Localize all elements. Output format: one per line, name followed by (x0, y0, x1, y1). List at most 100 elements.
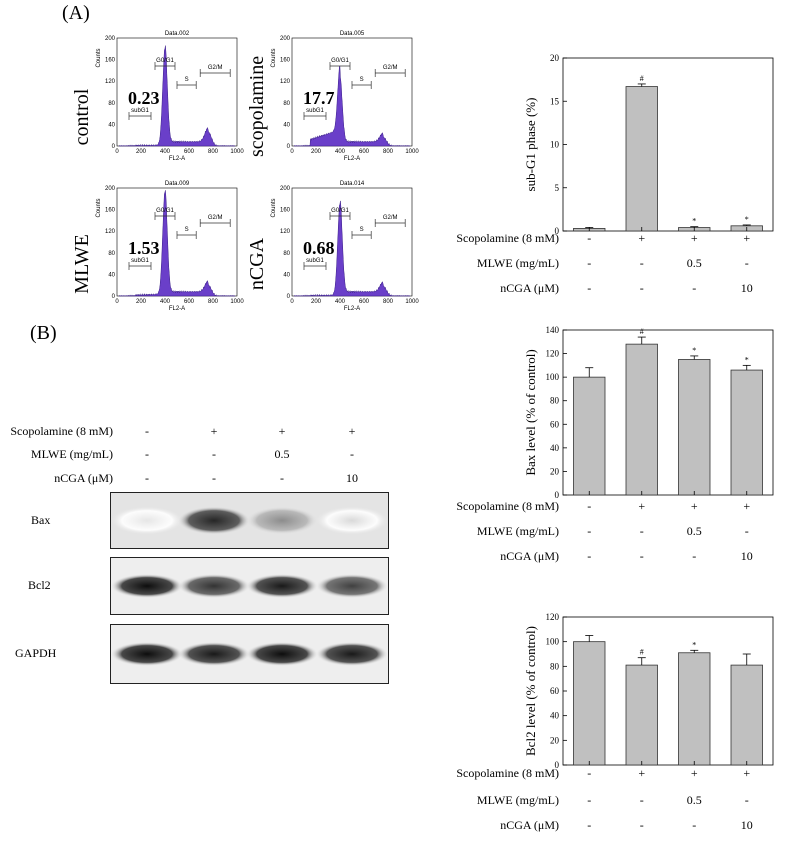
histogram-ylabel: Counts (96, 48, 102, 67)
bar (625, 86, 658, 232)
blot-band (111, 574, 183, 598)
histogram-ylabel: Counts (271, 48, 277, 67)
condition-name: Scopolamine (8 mM) (456, 766, 559, 780)
subg1-value: 0.23 (128, 88, 160, 108)
histogram-xtick: 600 (184, 299, 195, 305)
histogram-ytick: 120 (280, 79, 291, 85)
g0g1-gate-label: G0/G1 (156, 58, 174, 64)
y-tick-label: 40 (550, 711, 560, 721)
condition-sign: - (745, 524, 749, 538)
y-tick-label: 120 (546, 349, 560, 359)
condition-sign: 0.5 (687, 524, 702, 538)
bar-chart-3: 0 20 40 60 80 100 120 Bcl2 level (% of control)… (456, 612, 774, 832)
histogram-ytick: 160 (105, 208, 116, 214)
histogram-xtick: 0 (115, 299, 119, 305)
histogram-xtick: 1000 (230, 299, 244, 305)
histogram-distribution (118, 45, 236, 147)
condition-sign: - (587, 281, 591, 295)
blot-condition-sign: - (212, 447, 216, 461)
condition-name: nCGA (μM) (500, 549, 559, 563)
blot-band (316, 574, 388, 598)
condition-sign: + (691, 766, 698, 780)
condition-sign: - (587, 499, 591, 513)
significance-mark: * (745, 355, 749, 364)
y-tick-label: 20 (550, 53, 560, 63)
bar-chart-1: 0 5 10 15 20 sub-G1 phase (%) # * * Scopolamine (… (456, 53, 774, 295)
condition-sign: - (587, 524, 591, 538)
y-tick-label: 20 (550, 735, 560, 745)
blot-label: Bax (31, 512, 51, 527)
condition-sign: + (743, 499, 750, 513)
bar (730, 664, 763, 766)
histogram-ytick: 40 (108, 272, 115, 278)
blot-condition-name: Scopolamine (8 mM) (10, 424, 113, 438)
histogram-ytick: 40 (108, 122, 115, 128)
y-tick-label: 100 (546, 637, 560, 647)
blot-band (178, 574, 250, 598)
s-gate-label: S (185, 77, 189, 83)
histogram-ytick: 0 (287, 144, 291, 150)
histogram-xtick: 400 (335, 149, 346, 155)
significance-mark: # (640, 327, 644, 336)
condition-sign: - (587, 549, 591, 563)
significance-mark: * (692, 217, 696, 226)
histogram-ytick: 80 (108, 251, 115, 257)
subg1-value: 17.7 (303, 88, 335, 108)
histogram-ncga: Data.014 0 40 80 120 160 200 0 200 400 600 800 1000 C… (271, 181, 419, 312)
histogram-xtick: 200 (311, 299, 322, 305)
histogram-title: Data.014 (340, 181, 365, 187)
condition-sign: - (640, 793, 644, 807)
condition-sign: - (587, 818, 591, 832)
condition-name: MLWE (mg/mL) (477, 256, 559, 270)
significance-mark: * (692, 640, 696, 649)
condition-sign: - (640, 281, 644, 295)
subg1-gate-label: subG1 (306, 258, 324, 264)
blot-condition-sign: 10 (346, 471, 358, 485)
bar (573, 376, 606, 496)
g0g1-gate-label: G0/G1 (156, 208, 174, 214)
subg1-value: 0.68 (303, 238, 335, 258)
g2m-gate-label: G2/M (383, 215, 398, 221)
condition-sign: + (638, 766, 645, 780)
histogram-scopolamine: Data.005 0 40 80 120 160 200 0 200 400 600 800 1000 C… (271, 31, 419, 162)
condition-sign: 10 (741, 281, 753, 295)
histogram-xtick: 400 (160, 299, 171, 305)
histogram-xtick: 400 (335, 299, 346, 305)
blot-condition-sign: - (145, 447, 149, 461)
y-axis-label: Bcl2 level (% of control) (523, 626, 538, 756)
condition-name: Scopolamine (8 mM) (456, 499, 559, 513)
histogram-xtick: 800 (208, 149, 219, 155)
histogram-control: Data.002 0 40 80 120 160 200 0 200 400 600 800 1000 C… (96, 31, 244, 162)
condition-sign: + (691, 231, 698, 245)
histogram-xtick: 200 (136, 149, 147, 155)
y-axis-label: sub-G1 phase (%) (523, 98, 538, 192)
condition-sign: - (587, 256, 591, 270)
y-tick-label: 0 (555, 226, 560, 236)
blot-gapdh (110, 624, 389, 684)
histogram-ytick: 80 (283, 251, 290, 257)
histogram-xtick: 200 (311, 149, 322, 155)
y-tick-label: 0 (555, 490, 560, 500)
condition-sign: - (745, 256, 749, 270)
panel-a-label: (A) (62, 2, 90, 24)
y-tick-label: 120 (546, 612, 560, 622)
histogram-xtick: 0 (115, 149, 119, 155)
condition-sign: - (640, 256, 644, 270)
blot-condition-sign: - (145, 424, 149, 438)
histogram-ytick: 80 (108, 101, 115, 107)
histogram-ylabel: Counts (96, 198, 102, 217)
condition-sign: - (692, 818, 696, 832)
condition-sign: - (587, 793, 591, 807)
bar (625, 664, 658, 766)
blot-band (246, 506, 318, 535)
blot-condition-name: MLWE (mg/mL) (30, 447, 113, 461)
blot-band (246, 642, 318, 666)
histogram-distribution (293, 65, 411, 147)
histogram-ytick: 0 (287, 294, 291, 300)
y-tick-label: 80 (550, 396, 560, 406)
histogram-ytick: 160 (105, 58, 116, 64)
subg1-gate-label: subG1 (131, 108, 149, 114)
histogram-ylabel: Counts (271, 198, 277, 217)
histogram-xtick: 800 (383, 149, 394, 155)
g2m-gate-label: G2/M (208, 215, 223, 221)
